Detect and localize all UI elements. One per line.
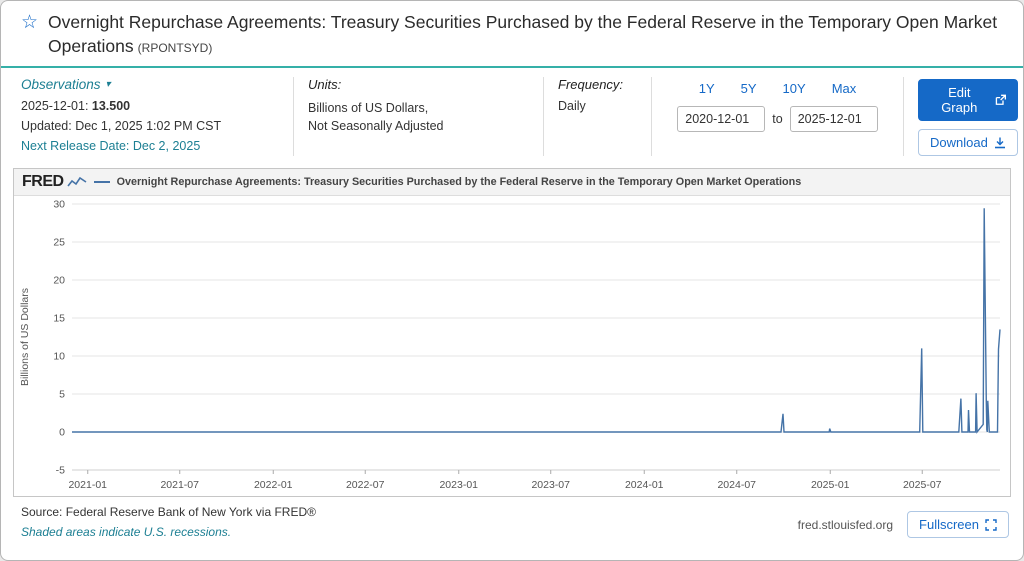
frequency-label: Frequency: — [558, 77, 624, 93]
date-range-inputs: to — [666, 106, 889, 133]
fred-logo-text: FRED — [22, 173, 64, 191]
fullscreen-button[interactable]: Fullscreen — [907, 511, 1009, 539]
svg-text:2024-01: 2024-01 — [625, 479, 664, 491]
favorite-star-icon[interactable]: ☆ — [21, 12, 39, 33]
fred-sparkline-icon — [66, 177, 87, 187]
frequency-value: Daily — [558, 99, 586, 114]
svg-text:5: 5 — [59, 389, 65, 401]
range-1y-button[interactable]: 1Y — [698, 81, 715, 97]
svg-text:0: 0 — [59, 427, 65, 439]
observations-column: Observations ▾ 2025-12-01: 13.500 Update… — [21, 77, 293, 156]
svg-text:20: 20 — [53, 275, 65, 287]
download-icon — [994, 137, 1005, 149]
start-date-input[interactable] — [677, 106, 766, 133]
units-label: Units: — [308, 77, 342, 93]
range-shortcuts: 1Y 5Y 10Y Max — [666, 77, 889, 106]
download-label: Download — [930, 135, 988, 151]
chart-legend-title: Overnight Repurchase Agreements: Treasur… — [116, 176, 802, 189]
source-attribution: Source: Federal Reserve Bank of New York… — [21, 505, 316, 520]
svg-text:2022-07: 2022-07 — [346, 479, 385, 491]
page-footer: Source: Federal Reserve Bank of New York… — [1, 497, 1023, 539]
range-5y-button[interactable]: 5Y — [740, 81, 757, 97]
chart-header: FRED Overnight Repurchase Agreements: Tr… — [14, 169, 1010, 197]
download-button[interactable]: Download — [918, 129, 1018, 157]
page-title: Overnight Repurchase Agreements: Treasur… — [48, 11, 998, 58]
recessions-note-link[interactable]: Shaded areas indicate U.S. recessions. — [21, 525, 232, 540]
svg-text:2023-01: 2023-01 — [439, 479, 478, 491]
svg-text:2024-07: 2024-07 — [717, 479, 756, 491]
observations-label: Observations — [21, 77, 101, 93]
series-id: (RPONTSYD) — [137, 40, 213, 55]
observation-value: 13.500 — [91, 99, 131, 114]
next-release-link[interactable]: Next Release Date: Dec 2, 2025 — [21, 139, 201, 154]
header-divider — [1, 66, 1023, 69]
observations-dropdown[interactable]: Observations ▾ — [21, 77, 111, 92]
chart-panel: FRED Overnight Repurchase Agreements: Tr… — [13, 168, 1011, 498]
latest-observation: 2025-12-01: 13.500 — [21, 99, 279, 113]
series-legend-swatch — [93, 181, 110, 184]
svg-text:2021-01: 2021-01 — [68, 479, 107, 491]
footer-right: fred.stlouisfed.org Fullscreen — [797, 505, 1009, 539]
svg-text:2022-01: 2022-01 — [254, 479, 293, 491]
page-header: ☆ Overnight Repurchase Agreements: Treas… — [1, 1, 1023, 66]
chevron-down-icon: ▾ — [105, 79, 111, 91]
units-line1: Billions of US Dollars, — [308, 101, 429, 116]
date-range-to-label: to — [772, 112, 783, 127]
date-range-column: 1Y 5Y 10Y Max to — [651, 77, 903, 157]
svg-text:2025-07: 2025-07 — [903, 479, 942, 491]
fred-logo[interactable]: FRED — [22, 173, 87, 191]
units-line2: Not Seasonally Adjusted — [308, 119, 444, 134]
range-10y-button[interactable]: 10Y — [782, 81, 806, 97]
series-meta-bar: Observations ▾ 2025-12-01: 13.500 Update… — [1, 68, 1023, 166]
svg-text:Billions of US Dollars: Billions of US Dollars — [19, 288, 31, 386]
svg-text:-5: -5 — [56, 465, 65, 477]
fullscreen-icon — [985, 519, 997, 531]
edit-graph-label: Edit Graph — [941, 85, 978, 116]
updated-timestamp: Updated: Dec 1, 2025 1:02 PM CST — [21, 119, 222, 134]
observation-date: 2025-12-01: — [21, 99, 89, 114]
svg-text:30: 30 — [53, 199, 65, 211]
frequency-column: Frequency: Daily — [543, 77, 651, 157]
svg-text:25: 25 — [53, 237, 65, 249]
svg-text:2021-07: 2021-07 — [160, 479, 199, 491]
range-max-button[interactable]: Max — [831, 81, 857, 97]
units-value: Billions of US Dollars, Not Seasonally A… — [308, 99, 529, 135]
fullscreen-label: Fullscreen — [919, 517, 979, 533]
site-url: fred.stlouisfed.org — [797, 517, 894, 532]
units-column: Units: Billions of US Dollars, Not Seaso… — [293, 77, 543, 157]
svg-text:10: 10 — [53, 351, 65, 363]
actions-column: Edit Graph Download — [903, 77, 1023, 157]
edit-graph-icon — [995, 94, 1006, 106]
edit-graph-button[interactable]: Edit Graph — [918, 79, 1018, 122]
end-date-input[interactable] — [789, 106, 878, 133]
footer-left: Source: Federal Reserve Bank of New York… — [21, 505, 316, 539]
svg-text:2023-07: 2023-07 — [531, 479, 570, 491]
svg-text:15: 15 — [53, 313, 65, 325]
series-title: Overnight Repurchase Agreements: Treasur… — [48, 12, 998, 56]
svg-text:2025-01: 2025-01 — [811, 479, 850, 491]
